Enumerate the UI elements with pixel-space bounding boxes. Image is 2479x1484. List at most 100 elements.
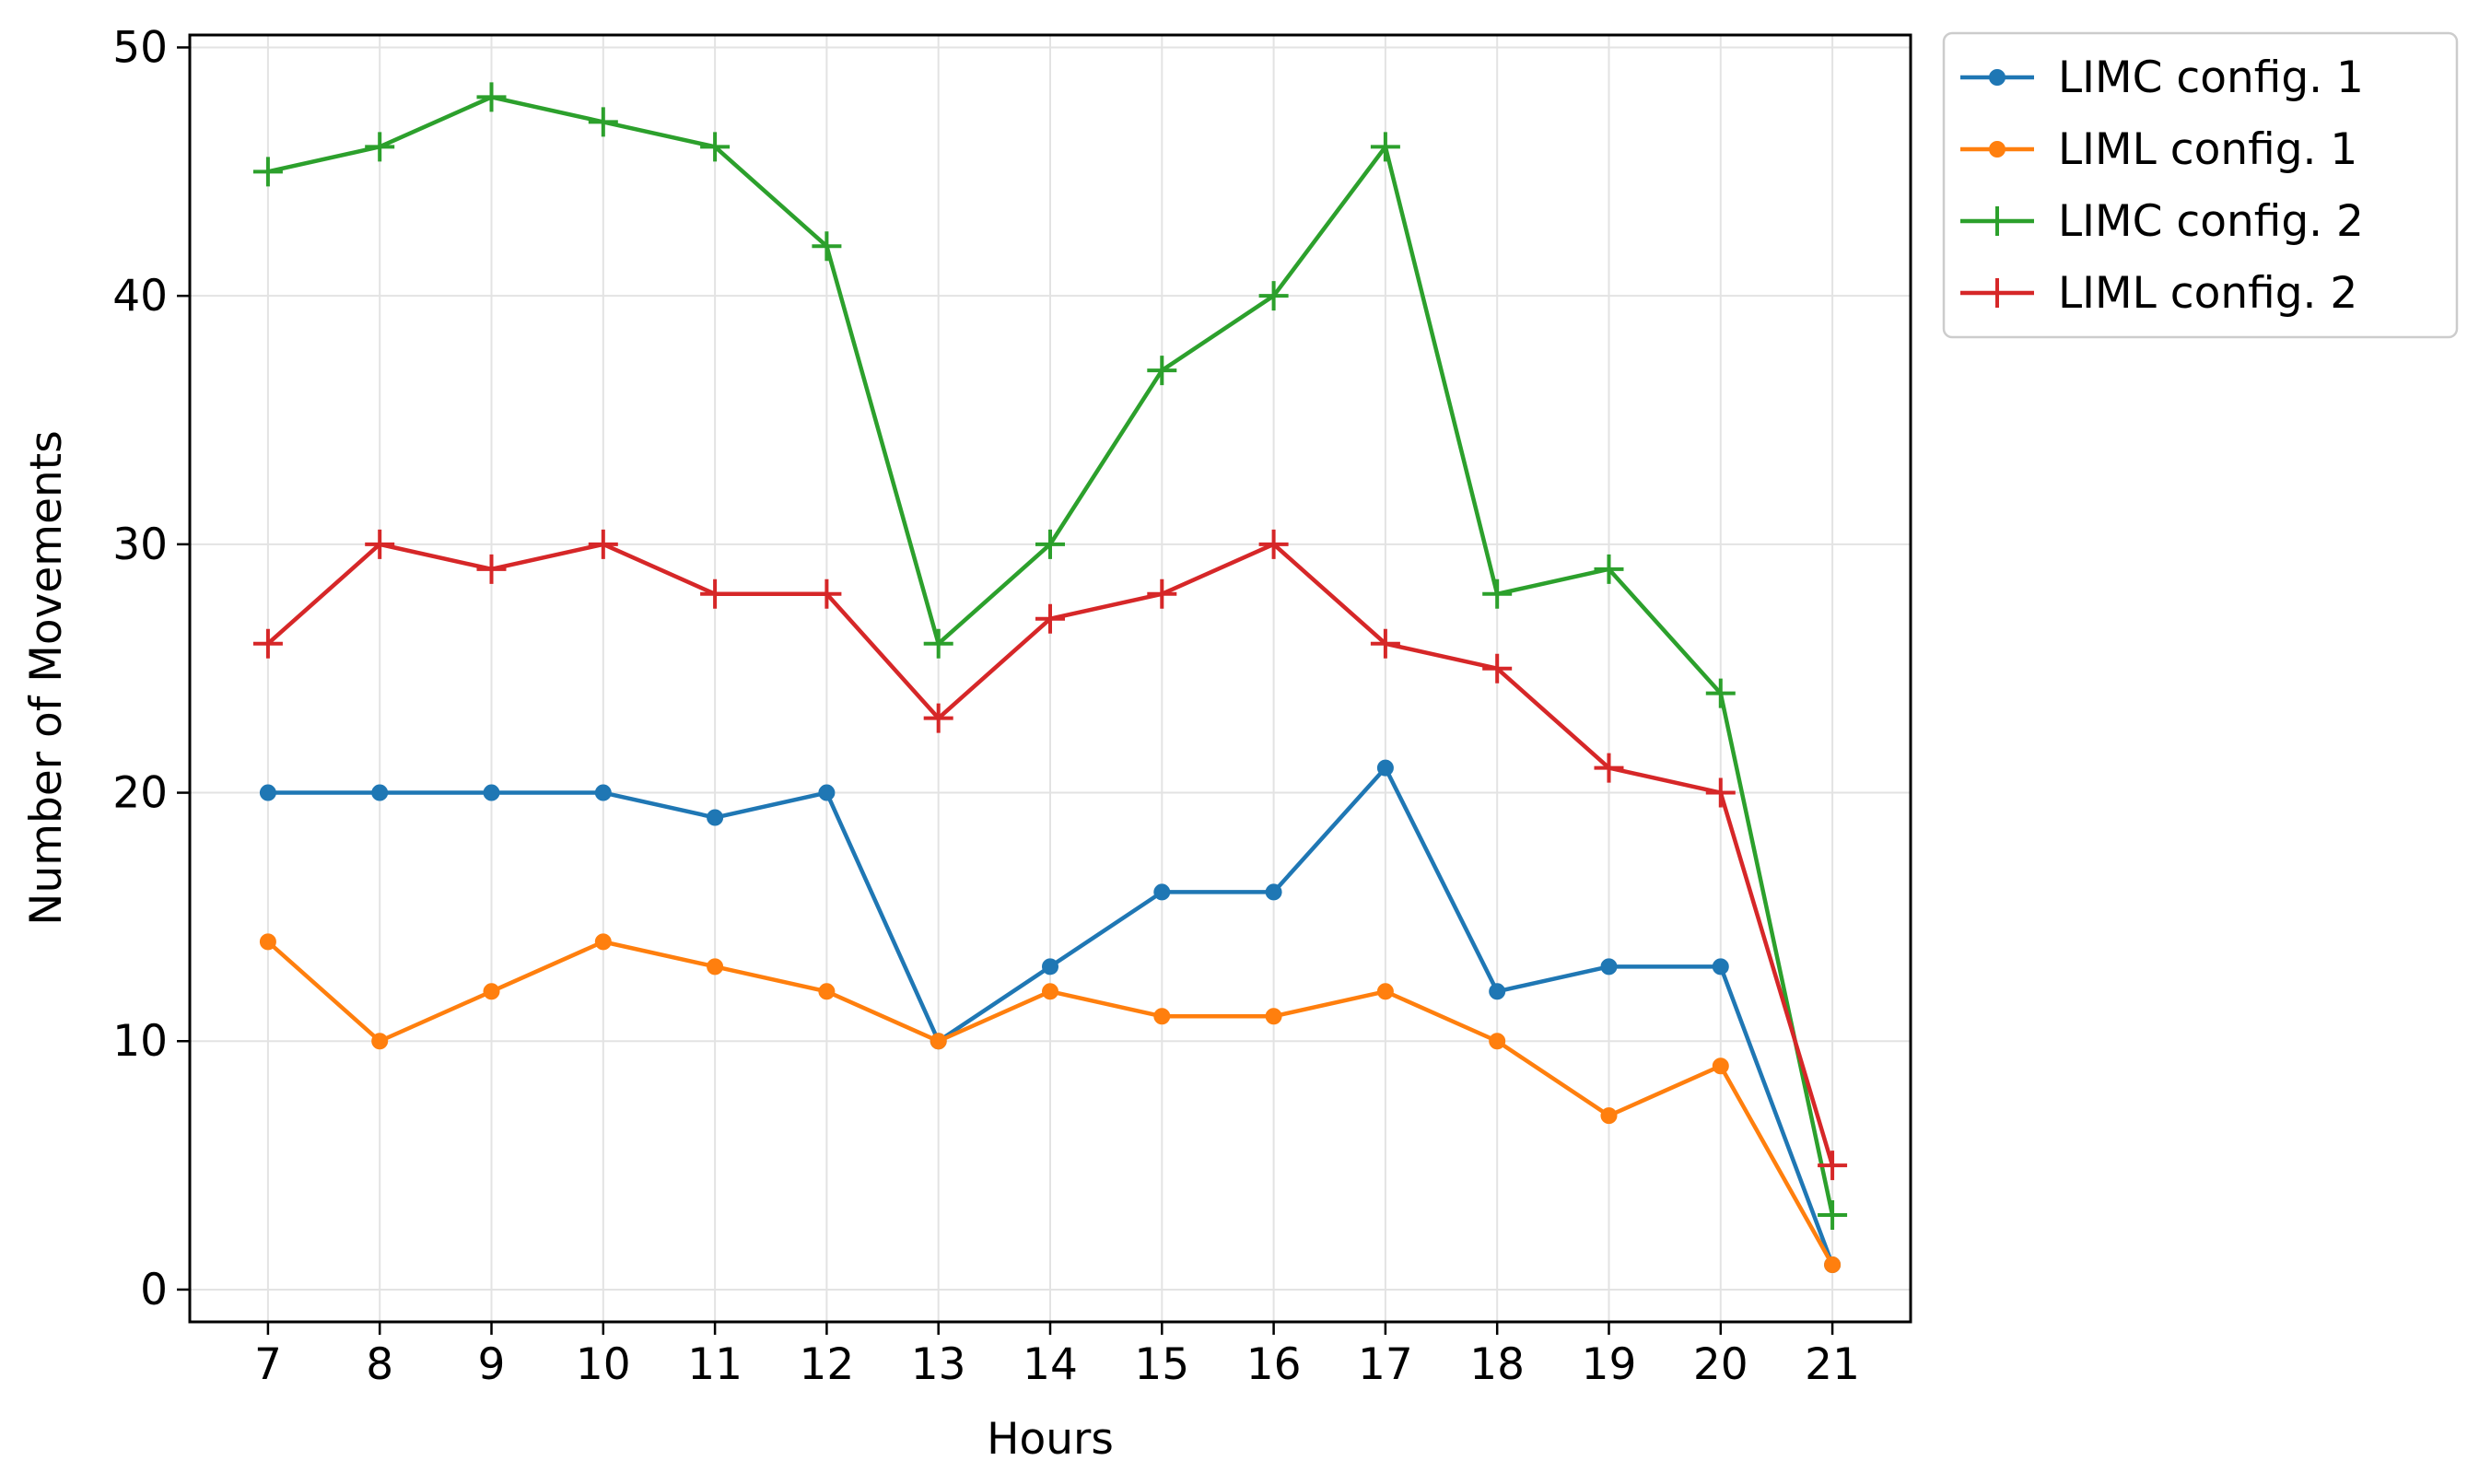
x-tick-label: 17 [1358,1339,1413,1390]
legend-item: LIML config. 1 [1960,124,2357,175]
x-tick-label: 18 [1469,1339,1525,1390]
data-point [1370,132,1400,162]
data-point [930,1033,947,1050]
y-axis-label: Number of Movements [21,430,72,925]
data-point [1147,356,1177,386]
data-point [252,157,283,187]
series-3 [252,82,1848,1231]
data-point [1818,1151,1848,1181]
legend-marker [1982,278,2012,308]
data-point [1265,883,1282,901]
data-point [1258,529,1289,559]
data-point [1376,983,1394,1000]
legend-label: LIMC config. 1 [2058,53,2364,103]
legend-item: LIMC config. 1 [1960,53,2364,103]
data-point [700,132,731,162]
data-point [1035,603,1065,634]
x-tick-label: 21 [1805,1339,1860,1390]
x-tick-label: 11 [687,1339,743,1390]
data-point [1258,281,1289,311]
series-2 [259,933,1842,1273]
data-point [1376,759,1394,777]
data-point [1489,983,1506,1000]
x-axis-ticks: 7 8 9 10 11 12 13 14 15 16 17 18 19 20 21 [254,1322,1860,1390]
x-tick-label: 19 [1582,1339,1637,1390]
data-point [818,784,836,801]
data-point [1035,529,1065,559]
y-tick-label: 0 [140,1265,168,1315]
data-point [1153,883,1171,901]
x-tick-label: 7 [254,1339,282,1390]
data-point [1600,1107,1618,1125]
legend: LIMC config. 1 LIML config. 1 LIMC config.… [1942,31,2459,339]
data-point [476,82,507,112]
data-point [259,784,276,801]
data-point [476,554,507,584]
data-point [1153,1008,1171,1025]
data-point [594,933,612,951]
data-point [707,958,724,976]
y-tick-label: 30 [112,520,168,570]
data-point [1818,1200,1848,1231]
data-point [483,784,500,801]
data-point [1482,578,1513,609]
x-tick-label: 16 [1246,1339,1302,1390]
grid-lines [190,35,1911,1322]
data-point [1489,1033,1506,1050]
data-point [1370,628,1400,659]
legend-frame [1942,31,2459,339]
x-tick-label: 10 [576,1339,631,1390]
data-point [371,1033,389,1050]
y-tick-label: 20 [112,768,168,819]
data-point [1147,578,1177,609]
data-point [812,578,842,609]
data-point [1824,1256,1842,1273]
data-point [588,107,618,137]
data-point [483,983,500,1000]
series-4 [252,529,1848,1181]
data-point [252,628,283,659]
data-point [1265,1008,1282,1025]
data-point [371,784,389,801]
data-point [700,578,731,609]
data-point [923,628,953,659]
legend-marker [1989,141,2005,158]
data-point [1594,753,1624,783]
data-point [1712,1057,1729,1075]
data-point [365,132,395,162]
y-tick-label: 50 [112,22,168,73]
legend-label: LIML config. 1 [2058,124,2357,175]
x-tick-label: 15 [1134,1339,1189,1390]
legend-label: LIMC config. 2 [2058,196,2364,247]
legend-marker [1989,69,2005,86]
data-point [707,809,724,826]
legend-item: LIML config. 2 [1960,268,2357,319]
data-point [1712,958,1729,976]
series-1 [259,759,1842,1273]
data-point [259,933,276,951]
data-point [923,703,953,733]
y-axis-ticks: 0 10 20 30 40 50 [112,22,190,1315]
x-tick-label: 20 [1693,1339,1748,1390]
legend-label: LIML config. 2 [2058,268,2357,319]
series-layer [252,82,1848,1273]
y-tick-label: 40 [112,271,168,321]
x-tick-label: 12 [799,1339,854,1390]
legend-item: LIMC config. 2 [1960,196,2364,247]
y-tick-label: 10 [112,1016,168,1067]
data-point [594,784,612,801]
data-point [1594,554,1624,584]
x-tick-label: 13 [911,1339,966,1390]
x-axis-label: Hours [987,1414,1114,1465]
data-point [1042,958,1058,976]
legend-marker [1982,206,2012,236]
x-tick-label: 14 [1023,1339,1078,1390]
data-point [818,983,836,1000]
data-point [365,529,395,559]
x-tick-label: 8 [366,1339,393,1390]
data-point [1042,983,1058,1000]
data-point [1600,958,1618,976]
data-point [1705,777,1736,808]
data-point [1482,653,1513,684]
